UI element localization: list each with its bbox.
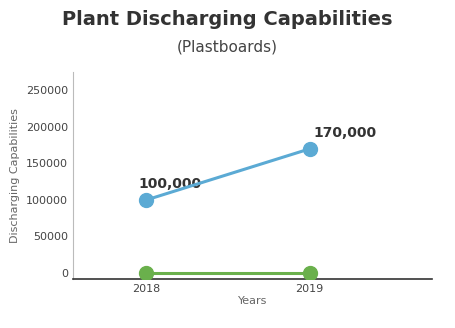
Y-axis label: Discharging Capabilities: Discharging Capabilities [10, 108, 20, 243]
X-axis label: Years: Years [238, 297, 267, 306]
Text: (Plastboards): (Plastboards) [177, 39, 278, 54]
Text: 100,000: 100,000 [138, 177, 201, 191]
Text: 170,000: 170,000 [313, 126, 376, 140]
Text: Plant Discharging Capabilities: Plant Discharging Capabilities [62, 10, 393, 29]
